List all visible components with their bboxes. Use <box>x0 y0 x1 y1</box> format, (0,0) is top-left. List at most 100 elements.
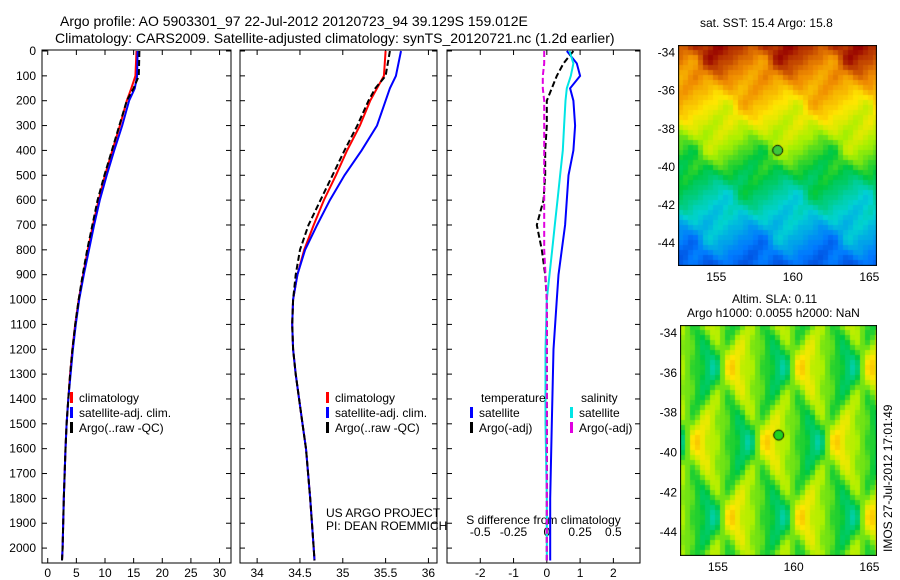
x-tick-label: 30 <box>213 566 227 580</box>
legend-marker-targo <box>470 422 473 433</box>
depth-tick-label: 200 <box>16 94 36 108</box>
legend-climatology: climatology <box>335 391 396 405</box>
map-lat-label: -36 <box>658 84 676 98</box>
legend-s-argo: Argo(-adj) <box>579 421 633 435</box>
sla-map <box>680 325 877 556</box>
x-tick-label: 36 <box>422 566 436 580</box>
title-line-2: Climatology: CARS2009. Satellite-adjuste… <box>55 30 615 46</box>
depth-tick-label: 700 <box>16 218 36 232</box>
depth-tick-label: 500 <box>16 168 36 182</box>
legend-marker-argo <box>70 422 73 433</box>
map-lat-label: -44 <box>660 525 678 539</box>
series-line-climatology <box>291 50 387 561</box>
x-tick-label: 34.5 <box>288 566 312 580</box>
depth-tick-label: 1800 <box>9 491 36 505</box>
legend-marker-argo <box>326 422 329 433</box>
depth-tick-label: 1400 <box>9 392 36 406</box>
legend-marker-sat <box>326 407 329 418</box>
series-line-salinity-satellite <box>544 50 575 561</box>
title-line-1: Argo profile: AO 5903301_97 22-Jul-2012 … <box>60 13 528 29</box>
legend-t-argo: Argo(-adj) <box>479 421 533 435</box>
depth-tick-label: 300 <box>16 119 36 133</box>
series-line-satellite-adj-clim- <box>291 50 402 561</box>
s-tick-label: 0.25 <box>568 525 592 539</box>
x-tick-label: 35 <box>336 566 350 580</box>
map-lat-label: -42 <box>658 198 676 212</box>
depth-tick-label: 400 <box>16 143 36 157</box>
x-tick-label: 0 <box>543 566 550 580</box>
map-lat-label: -34 <box>660 326 678 340</box>
x-tick-label: 1 <box>577 566 584 580</box>
depth-tick-label: 2000 <box>9 541 36 555</box>
legend-s-satellite: satellite <box>579 406 620 420</box>
legend-marker-clim <box>70 392 73 403</box>
x-tick-label: -2 <box>475 566 486 580</box>
map-lon-label: 160 <box>783 270 803 284</box>
depth-tick-label: 1600 <box>9 442 36 456</box>
legend-climatology: climatology <box>79 391 140 405</box>
sla-map-title-2: Argo h1000: 0.0055 h2000: NaN <box>687 306 860 320</box>
temp-legend: climatology satellite-adj. clim. Argo(..… <box>70 391 171 436</box>
map-lat-label: -34 <box>658 46 676 60</box>
sla-map-title-1: Altim. SLA: 0.11 <box>732 292 818 306</box>
legend-argo: Argo(..raw -QC) <box>79 421 164 435</box>
depth-tick-label: 1000 <box>9 293 36 307</box>
x-tick-label: 34 <box>250 566 264 580</box>
map-lat-label: -44 <box>658 236 676 250</box>
depth-tick-label: 1500 <box>9 417 36 431</box>
map-lat-label: -36 <box>660 366 678 380</box>
series-line-argo-raw-qc- <box>291 50 391 561</box>
s-tick-label: 0.5 <box>605 525 622 539</box>
sst-map-title: sat. SST: 15.4 Argo: 15.8 <box>700 16 833 30</box>
series-line-argo-raw-qc- <box>61 50 141 561</box>
sst-map <box>678 45 877 266</box>
legend-marker-clim <box>326 392 329 403</box>
legend-satellite: satellite-adj. clim. <box>79 406 172 420</box>
legend-marker-sargo <box>570 422 573 433</box>
map-lon-label: 155 <box>706 270 726 284</box>
x-tick-label: 20 <box>156 566 170 580</box>
legend-marker-tsat <box>470 407 473 418</box>
project-name: US ARGO PROJECT <box>326 506 441 520</box>
map-lat-label: -38 <box>660 406 678 420</box>
x-tick-label: 15 <box>127 566 141 580</box>
project-pi: PI: DEAN ROEMMICH <box>326 519 448 533</box>
map-lat-label: -38 <box>658 122 676 136</box>
legend-satellite: satellite-adj. clim. <box>335 406 428 420</box>
s-tick-label: -0.25 <box>500 525 528 539</box>
depth-tick-label: 1700 <box>9 467 36 481</box>
axes-box-0 <box>41 49 232 564</box>
series-line-climatology <box>61 50 138 561</box>
axes-box-2 <box>446 49 641 564</box>
x-tick-label: 0 <box>44 566 51 580</box>
map-lon-label: 155 <box>708 560 728 574</box>
depth-tick-label: 100 <box>16 69 36 83</box>
legend-salinity: salinity <box>581 391 618 405</box>
map-lon-label: 165 <box>859 270 879 284</box>
legend-temperature: temperature <box>481 391 546 405</box>
legend-marker-ssat <box>570 407 573 418</box>
legend-marker-sat <box>70 407 73 418</box>
legend-argo: Argo(..raw -QC) <box>335 421 420 435</box>
map-lon-label: 160 <box>784 560 804 574</box>
depth-tick-label: 1900 <box>9 516 36 530</box>
series-line-temperature-satellite <box>549 50 582 561</box>
x-tick-label: 2 <box>610 566 617 580</box>
x-tick-label: 5 <box>73 566 80 580</box>
depth-tick-label: 600 <box>16 193 36 207</box>
sal-legend: climatology satellite-adj. clim. Argo(..… <box>326 391 427 436</box>
depth-tick-label: 1300 <box>9 367 36 381</box>
x-tick-label: 25 <box>184 566 198 580</box>
map-lat-label: -40 <box>658 160 676 174</box>
axes-box-1 <box>239 49 438 564</box>
imos-timestamp: IMOS 27-Jul-2012 17:01:49 <box>881 404 895 552</box>
s-tick-label: -0.5 <box>470 525 491 539</box>
diff-legend-temperature: temperature satellite Argo(-adj) <box>470 391 546 436</box>
legend-t-satellite: satellite <box>479 406 520 420</box>
map-lat-label: -40 <box>660 445 678 459</box>
series-line-temperature-argo-adj- <box>535 50 575 561</box>
s-axis-label: S difference from climatology <box>466 513 621 527</box>
diff-legend-salinity: salinity satellite Argo(-adj) <box>570 391 632 436</box>
depth-tick-label: 800 <box>16 243 36 257</box>
